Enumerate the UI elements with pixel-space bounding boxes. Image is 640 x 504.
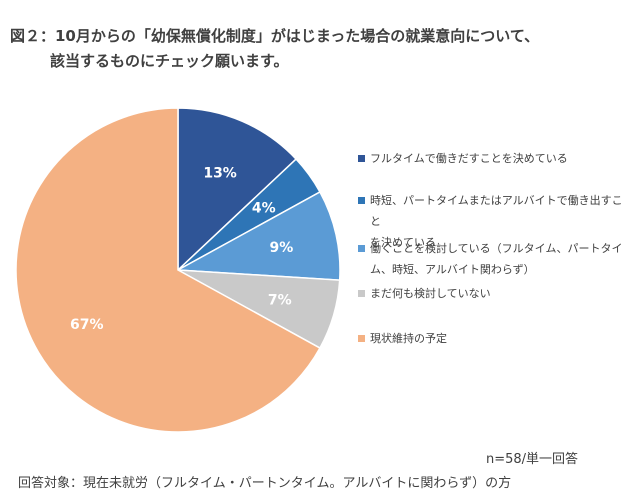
legend-swatch xyxy=(358,245,365,252)
pie-labels: 13% 4% 9% 7% 67% xyxy=(70,166,293,333)
slice-considering xyxy=(175,190,341,281)
legend-label-line: ム、時短、アルバイト関わらず） xyxy=(370,263,535,276)
legend-label: フルタイムで働きだすことを決めている xyxy=(358,148,628,169)
slice-data-label: 9% xyxy=(270,240,294,256)
slice-status-quo xyxy=(15,107,321,433)
pie-slices xyxy=(15,107,341,433)
legend-item-considering: 働くことを検討している（フルタイム、パートタイ ム、時短、アルバイト関わらず） xyxy=(358,238,628,280)
chart-title-line-2: 該当するものにチェック願います。 xyxy=(50,52,289,70)
slice-data-label: 67% xyxy=(70,317,104,333)
legend-swatch xyxy=(358,155,365,162)
legend-label-line: 現状維持の予定 xyxy=(370,332,447,345)
slice-data-label: 13% xyxy=(203,166,237,182)
chart-title: 図２：10月からの「幼保無償化制度」がはじまった場合の就業意向について、 該当す… xyxy=(10,24,630,74)
legend-label-line: 働くことを検討している（フルタイム、パートタイ xyxy=(370,242,623,255)
legend-item-status-quo: 現状維持の予定 xyxy=(358,328,628,349)
sample-size-note: n=58/単一回答 xyxy=(486,452,579,467)
legend-swatch xyxy=(358,335,365,342)
slice-fulltime xyxy=(177,107,298,272)
legend-label-line: を決めている xyxy=(370,236,436,249)
legend-label: まだ何も検討していない xyxy=(358,283,628,304)
legend-item-not-considering: まだ何も検討していない xyxy=(358,283,628,304)
legend-label-line: まだ何も検討していない xyxy=(370,287,491,300)
respondent-target-note: 回答対象：現在未就労（フルタイム・パートンタイム。アルバイトに関わらず）の方 xyxy=(18,476,512,491)
legend-swatch xyxy=(358,197,365,204)
legend-label: 現状維持の予定 xyxy=(358,328,628,349)
legend-label: 働くことを検討している（フルタイム、パートタイ ム、時短、アルバイト関わらず） xyxy=(358,238,628,280)
legend-item-parttime: 時短、パートタイムまたはアルバイトで働き出すこと を決めている xyxy=(358,190,628,253)
slice-data-label: 7% xyxy=(268,293,292,309)
chart-title-line-1: 図２：10月からの「幼保無償化制度」がはじまった場合の就業意向について、 xyxy=(10,27,540,45)
legend-label: 時短、パートタイムまたはアルバイトで働き出すこと を決めている xyxy=(358,190,628,253)
legend-item-fulltime: フルタイムで働きだすことを決めている xyxy=(358,148,628,169)
slice-data-label: 4% xyxy=(252,201,276,217)
legend-label-line: フルタイムで働きだすことを決めている xyxy=(370,152,568,165)
legend-swatch xyxy=(358,290,365,297)
legend-label-line: 時短、パートタイムまたはアルバイトで働き出すこと xyxy=(370,194,623,228)
